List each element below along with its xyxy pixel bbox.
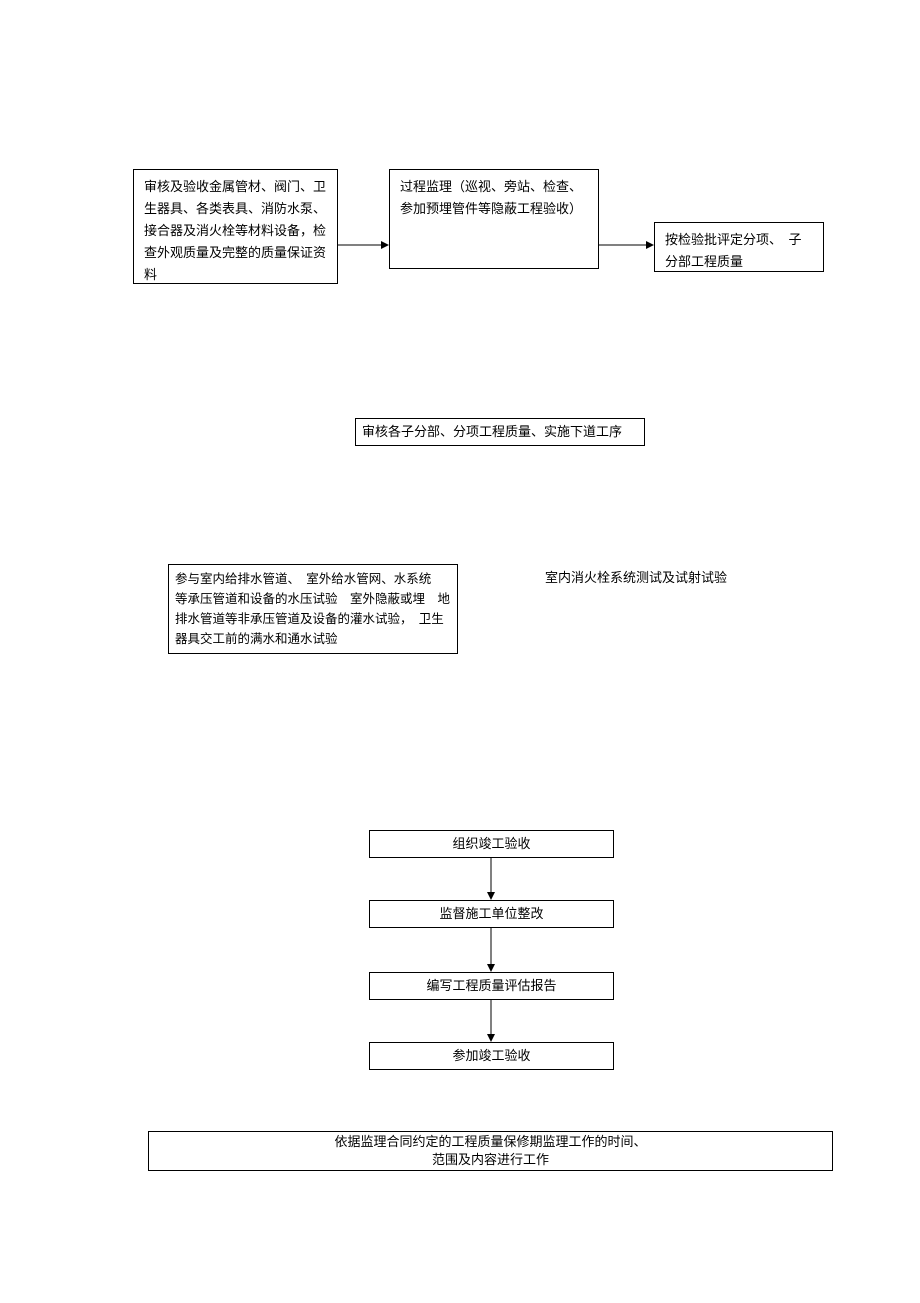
flowchart-node-box4: 审核各子分部、分项工程质量、实施下道工序 bbox=[355, 418, 645, 446]
node-text: 参加竣工验收 bbox=[452, 1045, 530, 1067]
node-text: 参与室内给排水管道、 室外给水管网、水系统 等承压管道和设备的水压试验 室外隐蔽… bbox=[175, 572, 450, 646]
node-text: 审核各子分部、分项工程质量、实施下道工序 bbox=[362, 424, 622, 439]
flowchart-node-box7: 组织竣工验收 bbox=[369, 830, 614, 858]
flowchart-node-text6: 室内消火栓系统测试及试射试验 bbox=[545, 567, 785, 589]
arrow-box9-box10 bbox=[486, 1000, 496, 1042]
node-text: 过程监理（巡视、旁站、检查、参加预埋管件等隐蔽工程验收） bbox=[400, 179, 582, 216]
flowchart-node-box5: 参与室内给排水管道、 室外给水管网、水系统 等承压管道和设备的水压试验 室外隐蔽… bbox=[168, 564, 458, 654]
arrow-box8-box9 bbox=[486, 928, 496, 972]
flowchart-node-box2: 过程监理（巡视、旁站、检查、参加预埋管件等隐蔽工程验收） bbox=[389, 169, 599, 269]
arrow-box7-box8 bbox=[486, 858, 496, 900]
node-text: 室内消火栓系统测试及试射试验 bbox=[545, 570, 727, 585]
flowchart-node-box3: 按检验批评定分项、 子分部工程质量 bbox=[654, 222, 824, 272]
flowchart-node-box9: 编写工程质量评估报告 bbox=[369, 972, 614, 1000]
node-text: 按检验批评定分项、 子分部工程质量 bbox=[665, 232, 802, 269]
flowchart-node-box1: 审核及验收金属管材、阀门、卫生器具、各类表具、消防水泵、接合器及消火栓等材料设备… bbox=[133, 169, 338, 284]
node-text: 审核及验收金属管材、阀门、卫生器具、各类表具、消防水泵、接合器及消火栓等材料设备… bbox=[144, 179, 326, 282]
arrow-box2-box3 bbox=[599, 240, 654, 250]
node-text: 依据监理合同约定的工程质量保修期监理工作的时间、范围及内容进行工作 bbox=[331, 1133, 651, 1169]
flowchart-node-box10: 参加竣工验收 bbox=[369, 1042, 614, 1070]
node-text: 监督施工单位整改 bbox=[439, 903, 543, 925]
node-text: 组织竣工验收 bbox=[452, 833, 530, 855]
flowchart-node-box11: 依据监理合同约定的工程质量保修期监理工作的时间、范围及内容进行工作 bbox=[148, 1131, 833, 1171]
node-text: 编写工程质量评估报告 bbox=[426, 975, 556, 997]
arrow-box1-box2 bbox=[338, 240, 389, 250]
flowchart-node-box8: 监督施工单位整改 bbox=[369, 900, 614, 928]
